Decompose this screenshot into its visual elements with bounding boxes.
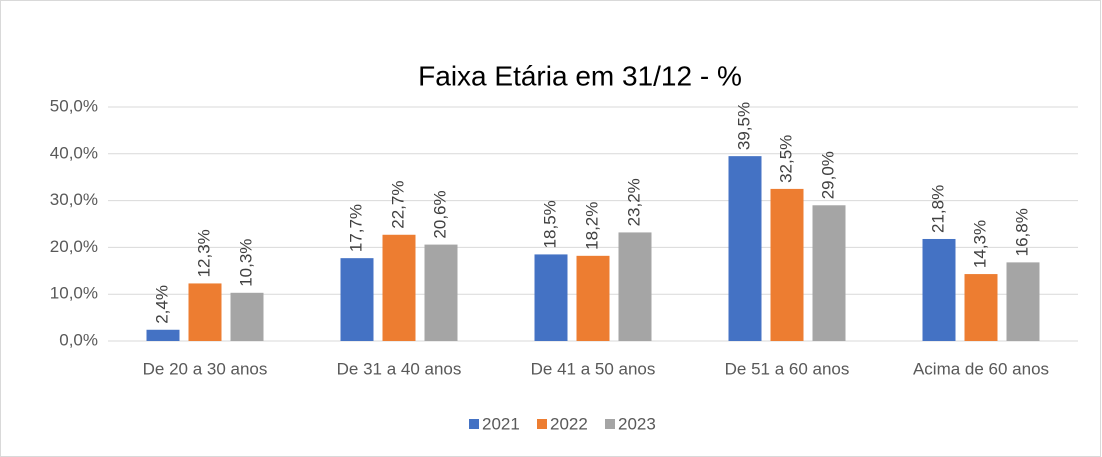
- data-label: 23,2%: [624, 178, 643, 226]
- y-tick-label: 50,0%: [50, 96, 98, 115]
- data-label: 32,5%: [776, 135, 795, 183]
- data-label: 14,3%: [970, 220, 989, 268]
- x-tick-label: De 51 a 60 anos: [725, 359, 850, 378]
- legend-label: 2021: [482, 414, 520, 433]
- bar: [382, 234, 416, 341]
- y-tick-label: 30,0%: [50, 190, 98, 209]
- legend-swatch: [605, 419, 615, 429]
- x-tick-label: De 31 a 40 anos: [337, 359, 462, 378]
- bar: [964, 274, 998, 341]
- x-tick-label: De 41 a 50 anos: [531, 359, 656, 378]
- y-tick-label: 20,0%: [50, 237, 98, 256]
- data-label: 17,7%: [346, 204, 365, 252]
- bar: [146, 329, 180, 341]
- bar: [922, 238, 956, 341]
- data-label: 20,6%: [430, 190, 449, 238]
- bar: [1006, 262, 1040, 341]
- bar: [618, 232, 652, 341]
- data-label: 10,3%: [236, 239, 255, 287]
- y-tick-label: 40,0%: [50, 143, 98, 162]
- data-label: 12,3%: [194, 229, 213, 277]
- data-label: 22,7%: [388, 181, 407, 229]
- y-tick-label: 0,0%: [59, 330, 98, 349]
- bar: [534, 254, 568, 341]
- data-label: 18,2%: [582, 202, 601, 250]
- legend-swatch: [469, 419, 479, 429]
- bar: [576, 255, 610, 341]
- data-label: 16,8%: [1012, 208, 1031, 256]
- bar: [424, 244, 458, 341]
- bar: [728, 156, 762, 341]
- data-label: 18,5%: [540, 200, 559, 248]
- bar: [812, 205, 846, 341]
- y-tick-label: 10,0%: [50, 284, 98, 303]
- data-label: 29,0%: [818, 151, 837, 199]
- data-label: 2,4%: [152, 285, 171, 324]
- bar: [188, 283, 222, 341]
- data-label: 39,5%: [734, 102, 753, 150]
- bar: [230, 292, 264, 341]
- bar: [340, 258, 374, 341]
- data-label: 21,8%: [928, 185, 947, 233]
- legend-label: 2023: [618, 414, 656, 433]
- x-tick-label: De 20 a 30 anos: [143, 359, 268, 378]
- x-tick-label: Acima de 60 anos: [913, 359, 1049, 378]
- bar: [770, 188, 804, 341]
- legend-label: 2022: [550, 414, 588, 433]
- legend-swatch: [537, 419, 547, 429]
- chart-title: Faixa Etária em 31/12 - %: [418, 60, 742, 91]
